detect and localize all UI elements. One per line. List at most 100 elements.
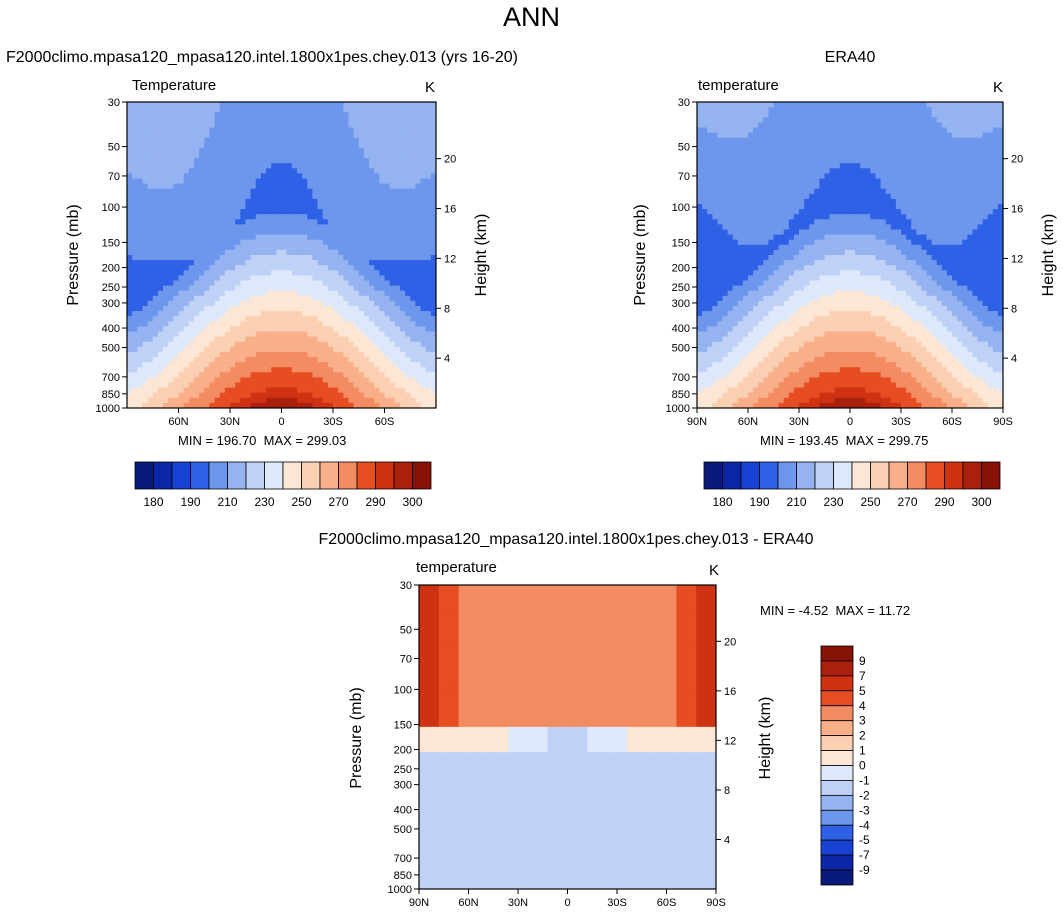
model-contour-cell xyxy=(266,265,272,271)
model-contour-cell xyxy=(358,122,365,129)
model-y2label: Height (km) xyxy=(473,214,490,297)
obs-contour-cell xyxy=(931,102,938,108)
model-contour-cell xyxy=(230,249,236,256)
model-contour-cell xyxy=(127,255,133,261)
model-contour-plot: 3050701001502002503004005007008501000481… xyxy=(96,97,457,428)
model-contour-cell xyxy=(410,107,416,113)
model-contour-cell xyxy=(132,239,138,246)
obs-contour-cell xyxy=(793,183,800,190)
model-contour-cell xyxy=(137,239,144,246)
model-contour-cell xyxy=(142,188,149,195)
model-contour-cell xyxy=(394,306,401,312)
obs-contour-cell xyxy=(926,147,933,154)
obs-contour-cell xyxy=(860,193,866,200)
model-contour-cell xyxy=(410,173,416,180)
model-contour-cell xyxy=(163,178,169,185)
model-contour-cell xyxy=(157,306,164,312)
model-contour-cell xyxy=(317,336,324,343)
model-contour-cell xyxy=(405,255,411,261)
model-contour-cell xyxy=(281,285,288,292)
model-contour-cell xyxy=(353,346,360,353)
obs-contour-cell xyxy=(987,142,994,149)
obs-contour-cell xyxy=(727,132,734,139)
model-contour-cell xyxy=(245,311,252,317)
model-contour-cell xyxy=(245,357,252,363)
model-contour-cell xyxy=(343,316,350,322)
model-contour-cell xyxy=(333,311,339,317)
model-contour-cell xyxy=(389,147,396,154)
model-contour-cell xyxy=(188,219,195,225)
model-contour-cell xyxy=(193,377,200,384)
model-contour-cell xyxy=(250,275,257,282)
model-contour-cell xyxy=(250,290,257,297)
obs-contour-cell xyxy=(748,137,754,144)
model-contour-cell xyxy=(317,382,324,389)
model-contour-cell xyxy=(338,295,344,302)
model-contour-cell xyxy=(255,280,262,287)
obs-contour-cell xyxy=(737,153,744,159)
obs-contour-cell xyxy=(936,153,943,159)
model-contour-cell xyxy=(240,122,247,129)
obs-contour-cell xyxy=(982,107,989,113)
model-contour-cell xyxy=(338,362,344,368)
model-contour-cell xyxy=(214,137,221,144)
model-contour-cell xyxy=(322,290,329,297)
model-contour-cell xyxy=(281,362,288,368)
model-contour-cell xyxy=(281,372,288,378)
model-contour-cell xyxy=(291,112,298,118)
obs-contour-cell xyxy=(742,117,749,123)
model-contour-cell xyxy=(209,285,216,292)
model-contour-cell xyxy=(410,306,416,312)
model-contour-cell xyxy=(152,285,159,292)
obs-contour-cell xyxy=(814,132,820,139)
model-contour-cell xyxy=(379,112,386,118)
model-contour-cell xyxy=(338,260,344,266)
model-contour-cell xyxy=(333,163,339,169)
obs-contour-cell xyxy=(839,209,846,215)
model-contour-cell xyxy=(163,336,169,343)
model-contour-cell xyxy=(163,377,169,384)
model-contour-cell xyxy=(302,260,308,266)
model-contour-cell xyxy=(369,209,375,215)
model-contour-cell xyxy=(219,112,226,118)
obs-contour-cell xyxy=(778,163,785,169)
model-contour-cell xyxy=(384,392,391,399)
obs-contour-cell xyxy=(834,168,841,174)
obs-contour-cell xyxy=(707,127,713,134)
model-contour-cell xyxy=(260,382,267,389)
model-contour-cell xyxy=(338,173,344,180)
model-contour-cell xyxy=(178,295,185,302)
obs-contour-cell xyxy=(957,112,963,118)
model-contour-cell xyxy=(188,402,195,408)
obs-contour-cell xyxy=(712,183,718,190)
model-contour-cell xyxy=(132,234,138,241)
model-contour-cell xyxy=(399,244,406,251)
obs-contour-cell xyxy=(895,122,902,129)
model-contour-cell xyxy=(168,239,174,246)
model-contour-cell xyxy=(338,270,344,276)
model-contour-cell xyxy=(333,249,339,256)
obs-contour-cell xyxy=(921,188,928,195)
obs-contour-cell xyxy=(783,183,790,190)
model-contour-cell xyxy=(224,117,231,123)
model-contour-cell xyxy=(142,290,149,297)
model-contour-cell xyxy=(333,397,339,404)
model-contour-cell xyxy=(374,290,380,297)
model-contour-cell xyxy=(296,244,303,251)
model-contour-cell xyxy=(348,306,355,312)
model-contour-cell xyxy=(363,127,370,134)
model-contour-cell xyxy=(405,311,411,317)
model-contour-cell xyxy=(389,188,396,195)
model-contour-cell xyxy=(358,397,365,404)
model-contour-cell xyxy=(250,367,257,373)
obs-contour-cell xyxy=(722,117,729,123)
model-contour-cell xyxy=(369,346,375,353)
model-contour-cell xyxy=(348,244,355,251)
model-contour-cell xyxy=(296,280,303,287)
model-contour-cell xyxy=(430,311,436,317)
model-contour-cell xyxy=(379,204,386,210)
obs-contour-cell xyxy=(844,107,851,113)
obs-contour-cell xyxy=(855,158,861,164)
model-contour-cell xyxy=(240,285,247,292)
obs-contour-cell xyxy=(753,158,759,164)
